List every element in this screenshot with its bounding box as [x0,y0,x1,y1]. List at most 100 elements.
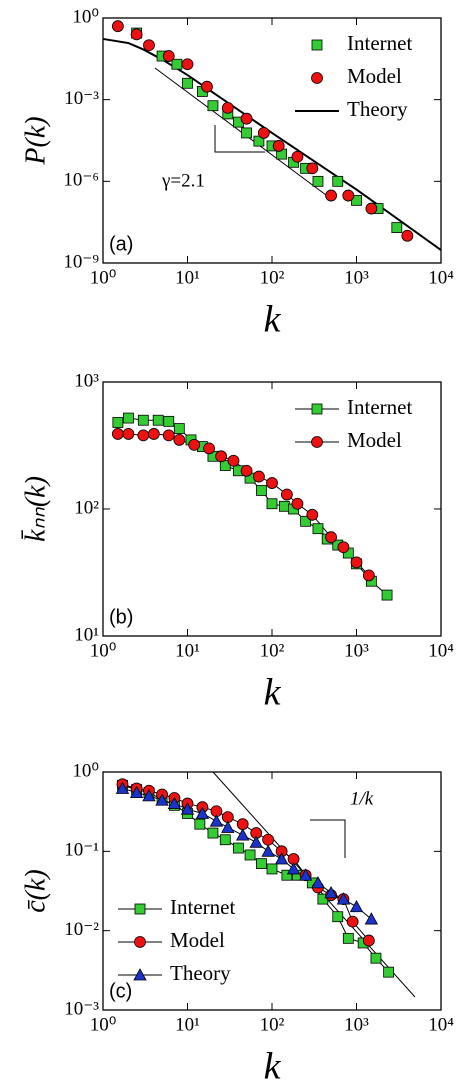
y-tick-label: 10⁻² [64,919,99,940]
marker-square [391,222,403,233]
y-axis-label: k̄ₙₙ(k) [20,476,51,542]
marker-square [312,523,324,535]
marker-triangle [129,785,144,798]
marker-square [137,414,149,426]
marker-square [171,58,183,70]
marker-square [300,515,312,527]
panel-label: (a) [109,233,133,255]
marker-triangle [167,796,182,809]
marker-circle [280,488,293,501]
marker-square [219,834,231,846]
legend-marker [133,968,147,981]
y-tick-label: 10² [74,497,99,518]
legend-marker [311,72,323,84]
marker-circle [162,50,175,62]
x-axis-label: k [264,1046,282,1088]
marker-triangle [195,806,210,819]
legend-label: Theory [170,961,231,985]
marker-circle [362,934,375,947]
marker-square [278,500,290,512]
guide-triangle [310,819,346,858]
marker-circle [350,556,363,569]
x-axis-label: k [264,299,282,341]
marker-square [256,858,267,870]
marker-triangle [261,844,275,857]
marker-square [163,415,175,427]
marker-circle [221,101,234,114]
marker-square [332,175,344,187]
marker-circle [240,112,253,125]
y-tick-label: 10⁻³ [64,88,99,109]
x-tick-label: 10¹ [175,640,200,661]
marker-square [207,827,219,839]
marker-square [332,911,344,923]
legend-label: Model [170,928,225,952]
marker-square [194,818,206,830]
marker-circle [266,477,278,489]
legend-label: Model [347,64,402,88]
marker-circle [325,189,337,202]
x-tick-label: 10¹ [175,1014,200,1035]
x-tick-label: 10⁴ [428,1014,454,1035]
marker-circle [201,80,213,93]
marker-circle [236,818,249,831]
y-tick-label: 10⁰ [72,6,99,27]
marker-square [182,77,193,89]
marker-square [312,175,324,187]
annotation: 1/k [350,788,374,809]
x-tick-label: 10⁰ [90,1014,117,1035]
marker-square [256,485,267,496]
marker-circle [291,150,304,163]
x-tick-label: 10² [260,1014,285,1035]
marker-square [383,966,395,978]
marker-circle [147,428,160,440]
marker-square [232,842,244,854]
legend-marker [311,403,323,415]
marker-circle [173,434,186,446]
marker-square [123,412,134,424]
marker-circle [362,569,375,582]
y-tick-label: 10⁻⁹ [63,251,99,272]
marker-triangle [311,876,325,889]
marker-circle [325,531,337,544]
marker-square [370,952,382,964]
marker-triangle [221,820,235,833]
marker-triangle [115,781,130,794]
legend-label: Internet [170,895,235,919]
marker-circle [181,58,194,71]
marker-square [241,127,252,139]
marker-triangle [298,868,313,881]
marker-circle [240,464,253,477]
legend-marker [311,39,323,51]
guide-triangle [214,125,265,153]
y-tick-label: 10¹ [74,624,99,645]
legend-marker [311,436,323,448]
x-tick-label: 10² [260,267,285,288]
marker-square [266,498,278,510]
marker-circle [291,497,304,510]
marker-triangle [364,912,379,925]
legend-label: Internet [347,31,412,55]
marker-circle [346,915,359,928]
marker-circle [337,541,350,554]
marker-square [173,423,185,434]
marker-circle [227,454,240,467]
marker-circle [162,429,175,442]
x-tick-label: 10¹ [175,267,200,288]
marker-triangle [236,828,250,841]
marker-circle [122,428,135,440]
marker-circle [111,20,124,33]
x-tick-label: 10⁰ [90,640,117,661]
legend-label: Theory [347,97,408,121]
x-tick-label: 10⁴ [428,267,454,288]
marker-circle [137,429,150,442]
legend-label: Model [347,428,402,452]
marker-circle [342,189,355,202]
marker-circle [401,229,414,242]
y-axis-label: c̄(k) [20,869,51,913]
y-tick-label: 10⁻³ [64,998,99,1019]
marker-circle [365,202,378,215]
legend-marker [134,903,146,915]
marker-triangle [274,852,289,865]
